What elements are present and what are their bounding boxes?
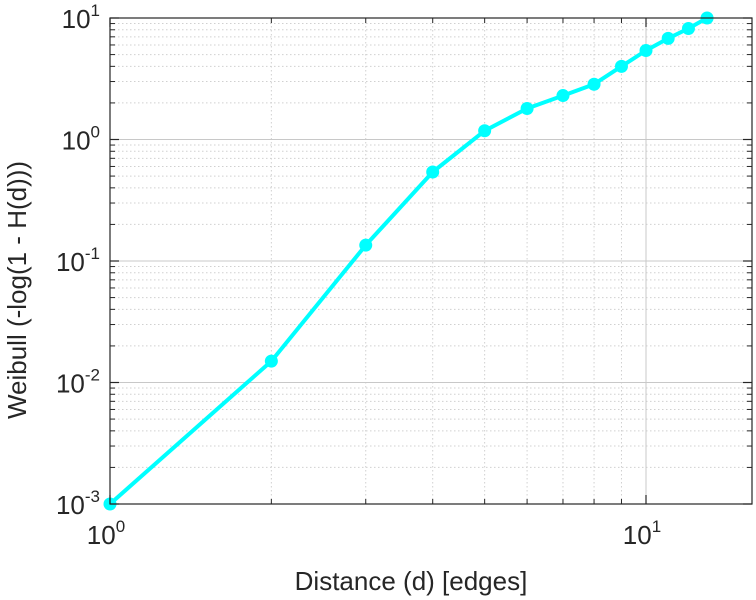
data-series	[103, 11, 714, 511]
y-tick-label: 101	[62, 1, 100, 34]
data-point	[681, 21, 695, 35]
x-tick-label: 101	[623, 517, 661, 550]
data-point	[359, 238, 373, 252]
minor-grid	[110, 18, 752, 504]
data-point	[639, 44, 653, 58]
data-point	[587, 77, 601, 91]
y-tick-label: 10-1	[56, 244, 100, 277]
data-point	[264, 354, 278, 368]
y-tick-label: 10-3	[56, 487, 100, 520]
y-tick-label: 10-2	[56, 366, 100, 399]
tick-labels: 10-3 10-2 10-1 100 101 100 101	[56, 1, 661, 550]
x-tick-label: 100	[87, 517, 125, 550]
data-point	[661, 31, 675, 45]
axis-ticks	[109, 17, 752, 505]
data-point	[426, 165, 440, 179]
data-point	[614, 59, 628, 73]
x-axis-label: Distance (d) [edges]	[295, 566, 528, 596]
data-point	[478, 124, 492, 138]
data-point	[520, 101, 534, 115]
y-tick-label: 100	[62, 123, 100, 156]
data-point	[556, 89, 570, 103]
y-axis-label: Weibull (-log(1 - H(d)))	[2, 161, 32, 419]
